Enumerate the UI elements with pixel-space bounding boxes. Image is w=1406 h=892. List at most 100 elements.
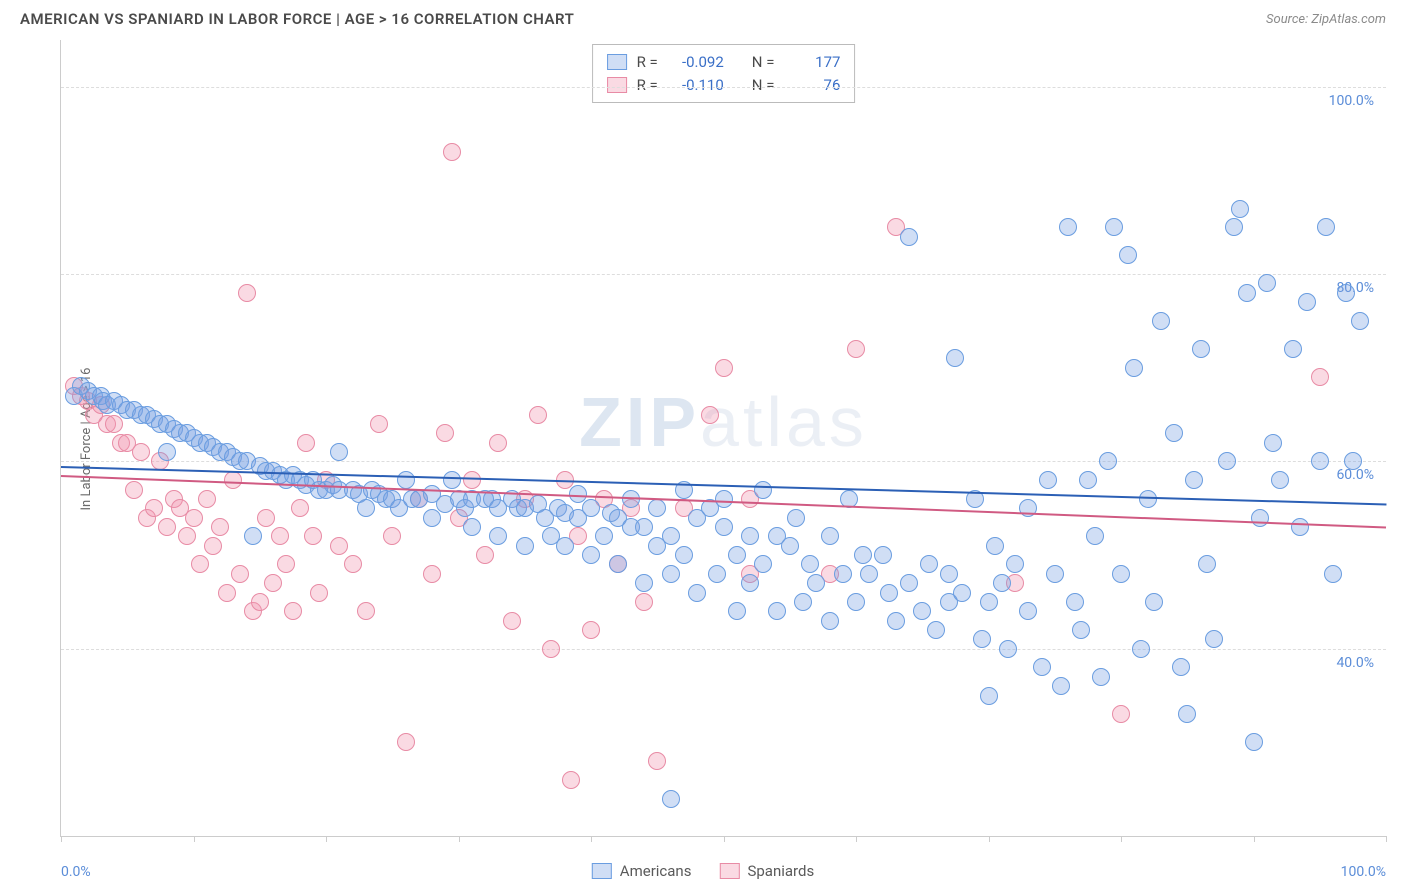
data-point-americans bbox=[787, 509, 805, 527]
legend-label-spaniards: Spaniards bbox=[747, 862, 814, 880]
data-point-americans bbox=[973, 630, 991, 648]
data-point-americans bbox=[980, 687, 998, 705]
data-point-americans bbox=[1271, 471, 1289, 489]
data-point-americans bbox=[1185, 471, 1203, 489]
data-point-spaniards bbox=[344, 555, 362, 573]
r-label: R = bbox=[637, 74, 658, 97]
data-point-americans bbox=[1059, 218, 1077, 236]
data-point-americans bbox=[635, 518, 653, 536]
data-point-americans bbox=[754, 481, 772, 499]
data-point-americans bbox=[781, 537, 799, 555]
data-point-americans bbox=[728, 602, 746, 620]
data-point-americans bbox=[741, 574, 759, 592]
data-point-americans bbox=[662, 565, 680, 583]
data-point-spaniards bbox=[132, 443, 150, 461]
data-point-spaniards bbox=[847, 340, 865, 358]
data-point-spaniards bbox=[304, 527, 322, 545]
data-point-americans bbox=[635, 574, 653, 592]
data-point-americans bbox=[397, 471, 415, 489]
data-point-spaniards bbox=[443, 143, 461, 161]
data-point-spaniards bbox=[476, 546, 494, 564]
data-point-americans bbox=[609, 555, 627, 573]
data-point-americans bbox=[662, 527, 680, 545]
data-point-americans bbox=[1006, 555, 1024, 573]
data-point-americans bbox=[754, 555, 772, 573]
data-point-spaniards bbox=[383, 527, 401, 545]
swatch-spaniards bbox=[607, 77, 627, 93]
data-point-americans bbox=[1125, 359, 1143, 377]
data-point-spaniards bbox=[191, 555, 209, 573]
data-point-americans bbox=[1092, 668, 1110, 686]
data-point-americans bbox=[1178, 705, 1196, 723]
data-point-americans bbox=[675, 546, 693, 564]
data-point-americans bbox=[1192, 340, 1210, 358]
data-point-spaniards bbox=[310, 584, 328, 602]
data-point-americans bbox=[715, 490, 733, 508]
data-point-spaniards bbox=[489, 434, 507, 452]
data-point-americans bbox=[900, 228, 918, 246]
data-point-americans bbox=[1172, 658, 1190, 676]
correlation-legend: R = -0.092 N = 177 R = -0.110 N = 76 bbox=[592, 44, 856, 103]
data-point-americans bbox=[1072, 621, 1090, 639]
data-point-spaniards bbox=[198, 490, 216, 508]
swatch-spaniards-icon bbox=[719, 863, 739, 879]
data-point-americans bbox=[821, 527, 839, 545]
data-point-americans bbox=[900, 574, 918, 592]
data-point-spaniards bbox=[715, 359, 733, 377]
data-point-americans bbox=[662, 790, 680, 808]
data-point-spaniards bbox=[562, 771, 580, 789]
data-point-americans bbox=[821, 612, 839, 630]
data-point-americans bbox=[920, 555, 938, 573]
plot-area: ZIPatlas R = -0.092 N = 177 R = -0.110 N… bbox=[60, 40, 1386, 837]
data-point-americans bbox=[1052, 677, 1070, 695]
swatch-americans-icon bbox=[592, 863, 612, 879]
data-point-americans bbox=[423, 509, 441, 527]
data-point-spaniards bbox=[277, 555, 295, 573]
legend-label-americans: Americans bbox=[620, 862, 692, 880]
data-point-americans bbox=[1344, 452, 1362, 470]
legend-item-americans: Americans bbox=[592, 862, 692, 880]
data-point-americans bbox=[1152, 312, 1170, 330]
data-point-americans bbox=[1225, 218, 1243, 236]
data-point-spaniards bbox=[542, 640, 560, 658]
x-tick-label: 0.0% bbox=[61, 864, 91, 880]
x-tick bbox=[61, 836, 62, 842]
data-point-spaniards bbox=[211, 518, 229, 536]
watermark: ZIPatlas bbox=[579, 382, 868, 462]
data-point-americans bbox=[1298, 293, 1316, 311]
data-point-americans bbox=[463, 518, 481, 536]
data-point-spaniards bbox=[238, 284, 256, 302]
data-point-americans bbox=[986, 537, 1004, 555]
data-point-americans bbox=[244, 527, 262, 545]
data-point-spaniards bbox=[503, 612, 521, 630]
data-point-spaniards bbox=[648, 752, 666, 770]
data-point-americans bbox=[1258, 274, 1276, 292]
legend-item-spaniards: Spaniards bbox=[719, 862, 814, 880]
n-label: N = bbox=[752, 74, 775, 97]
data-point-americans bbox=[1086, 527, 1104, 545]
x-tick bbox=[724, 836, 725, 842]
data-point-spaniards bbox=[284, 602, 302, 620]
data-point-americans bbox=[1105, 218, 1123, 236]
swatch-americans bbox=[607, 54, 627, 70]
data-point-spaniards bbox=[291, 499, 309, 517]
data-point-spaniards bbox=[178, 527, 196, 545]
data-point-americans bbox=[715, 518, 733, 536]
data-point-americans bbox=[1245, 733, 1263, 751]
data-point-americans bbox=[741, 527, 759, 545]
legend-row-americans: R = -0.092 N = 177 bbox=[607, 51, 841, 74]
data-point-americans bbox=[993, 574, 1011, 592]
data-point-spaniards bbox=[224, 471, 242, 489]
data-point-americans bbox=[688, 584, 706, 602]
x-tick bbox=[1254, 836, 1255, 842]
data-point-spaniards bbox=[397, 733, 415, 751]
data-point-spaniards bbox=[463, 471, 481, 489]
chart-container: In Labor Force | Age > 16 ZIPatlas R = -… bbox=[20, 40, 1386, 837]
data-point-americans bbox=[854, 546, 872, 564]
data-point-americans bbox=[1132, 640, 1150, 658]
data-point-americans bbox=[728, 546, 746, 564]
data-point-americans bbox=[516, 537, 534, 555]
data-point-americans bbox=[860, 565, 878, 583]
data-point-spaniards bbox=[330, 537, 348, 555]
gridline bbox=[61, 649, 1386, 650]
